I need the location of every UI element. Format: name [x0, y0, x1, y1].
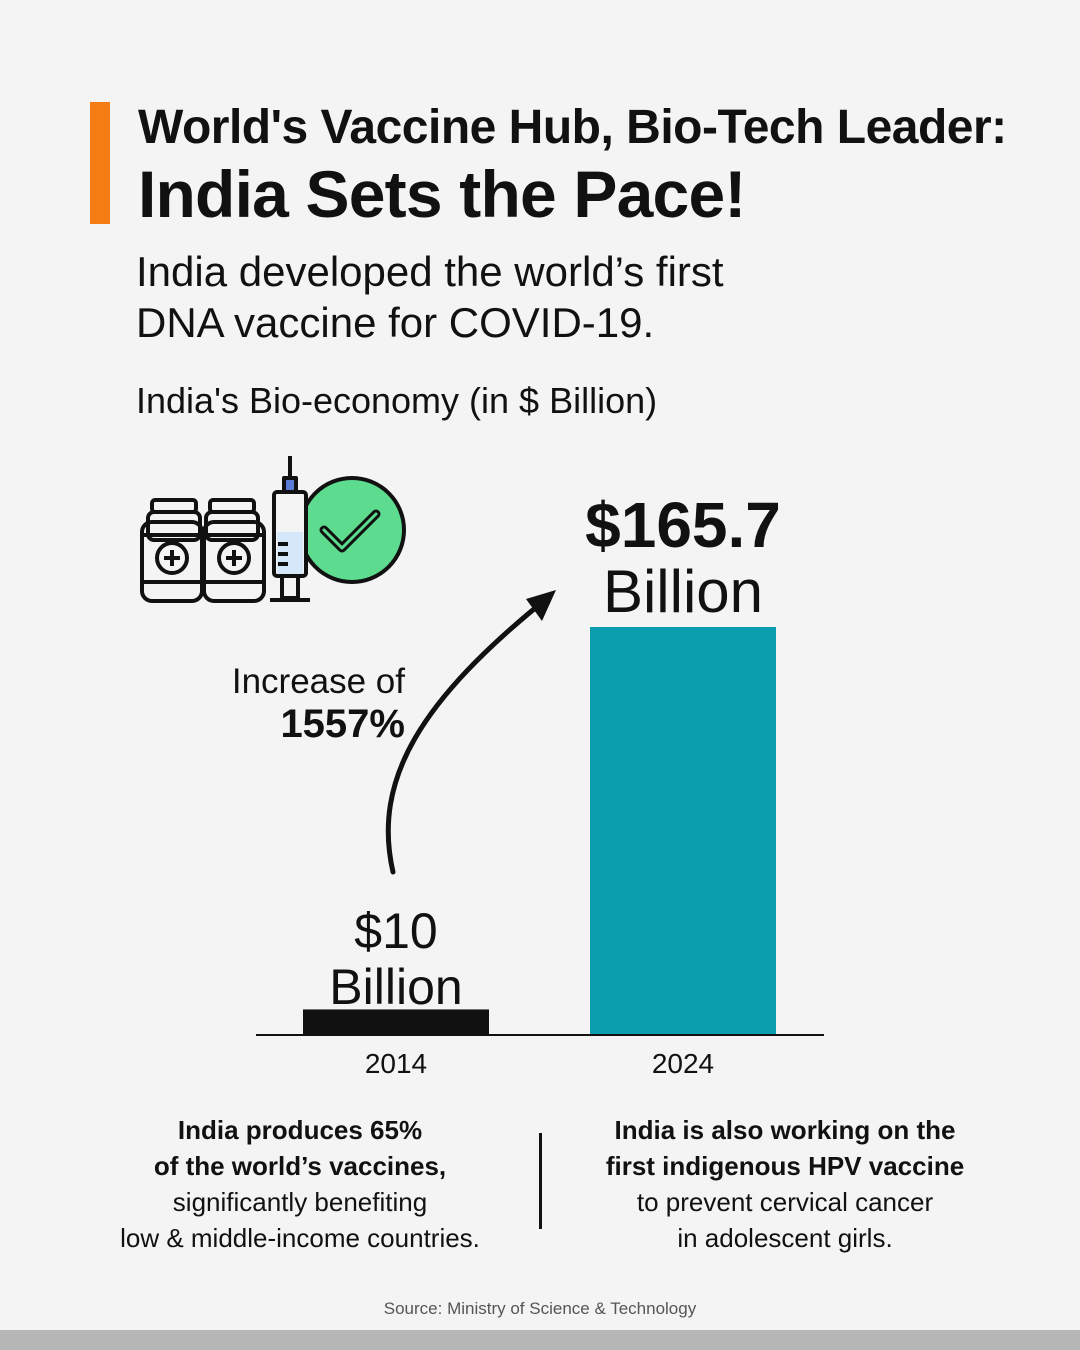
subtitle: India developed the world’s first DNA va…	[136, 246, 724, 348]
bottom-strip	[0, 1330, 1080, 1350]
vaccine-vials-syringe-check-icon	[138, 450, 418, 615]
notes-divider	[539, 1133, 542, 1229]
subtitle-line-2: DNA vaccine for COVID-19.	[136, 299, 655, 346]
chart-title: India's Bio-economy (in $ Billion)	[136, 380, 658, 421]
increase-label: Increase of	[232, 662, 405, 701]
fact-left-line-4: low & middle-income countries.	[120, 1223, 480, 1253]
headline-emphasis: India Sets the Pace!	[138, 157, 746, 231]
fact-right-line-4: in adolescent girls.	[677, 1223, 893, 1253]
growth-arrow-head	[526, 590, 556, 621]
fact-left-line-3: significantly benefiting	[172, 1187, 428, 1217]
growth-arrow	[385, 593, 553, 875]
value-label-2024-unit: Billion	[603, 558, 763, 625]
increase-percentage: 1557%	[280, 702, 405, 746]
fact-vaccine-production: India produces 65% of the world’s vaccin…	[80, 1112, 520, 1256]
fact-hpv-vaccine: India is also working on the first indig…	[565, 1112, 1005, 1256]
fact-left-bold-1: India produces 65%	[177, 1115, 423, 1145]
bar-chart: Increase of 1557% $10 Billion $165.7 Bil…	[232, 489, 824, 1079]
source-credit: Source: Ministry of Science & Technology	[383, 1299, 697, 1318]
bar-2014	[303, 1009, 489, 1034]
bar-2024	[590, 627, 776, 1034]
fact-right-bold-2: first indigenous HPV vaccine	[605, 1151, 965, 1181]
headline: World's Vaccine Hub, Bio-Tech Leader:	[138, 101, 1007, 154]
fact-right-bold-1: India is also working on the	[614, 1115, 956, 1145]
value-label-2024-amount: $165.7	[585, 489, 781, 561]
value-label-2014-amount: $10	[354, 903, 437, 959]
accent-bar	[90, 102, 110, 224]
x-tick-label-2014: 2014	[365, 1048, 427, 1079]
x-tick-label-2024: 2024	[652, 1048, 714, 1079]
vaccine-icon-graphic	[140, 456, 406, 603]
subtitle-line-1: India developed the world’s first	[136, 248, 724, 295]
fact-left-bold-2: of the world’s vaccines,	[153, 1151, 447, 1181]
value-label-2014-unit: Billion	[329, 959, 462, 1015]
fact-right-line-3: to prevent cervical cancer	[636, 1187, 934, 1217]
